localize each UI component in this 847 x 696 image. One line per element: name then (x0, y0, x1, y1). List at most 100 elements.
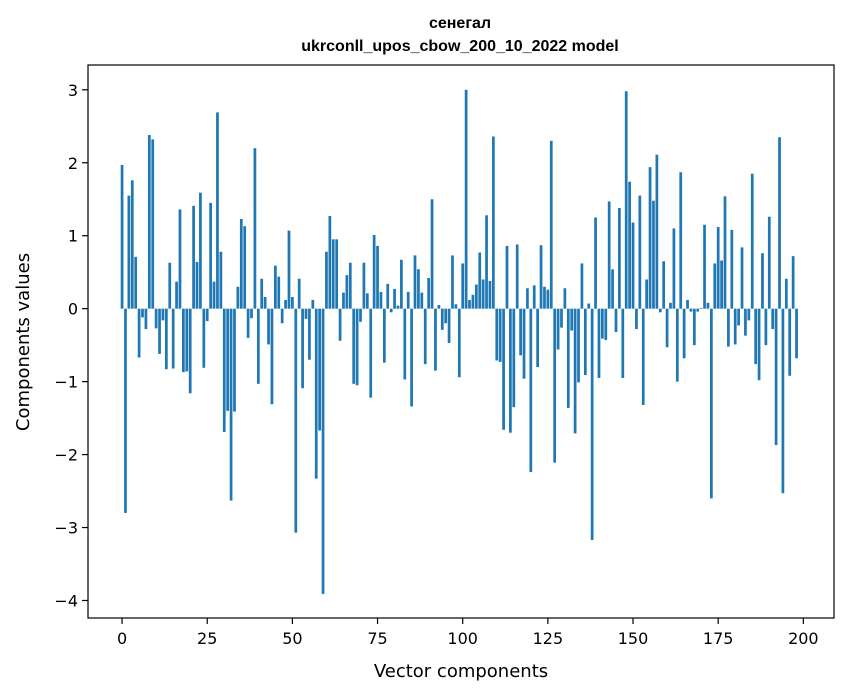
bar-103 (471, 294, 475, 309)
bar-94 (440, 308, 444, 330)
bar-3 (130, 180, 134, 309)
bar-180 (733, 308, 737, 345)
bar-145 (614, 308, 618, 333)
bar-9 (151, 139, 155, 309)
bar-144 (611, 269, 614, 309)
y-tick-label-3: 3 (68, 81, 78, 100)
bar-124 (543, 286, 546, 309)
bar-26 (209, 202, 212, 309)
bar-117 (519, 308, 522, 356)
bar-160 (665, 308, 669, 348)
bar-69 (355, 308, 359, 386)
bar-65 (342, 292, 345, 309)
bar-76 (379, 291, 383, 309)
bar-184 (747, 308, 751, 321)
bar-57 (314, 308, 318, 479)
bar-183 (744, 308, 747, 336)
bar-19 (185, 308, 189, 372)
bar-186 (754, 308, 758, 365)
bar-32 (229, 308, 233, 501)
bar-6 (141, 308, 144, 318)
bar-81 (396, 305, 400, 309)
bar-25 (205, 308, 209, 322)
bar-181 (737, 308, 740, 326)
bar-174 (713, 263, 717, 309)
y-tick-label-2: 2 (68, 154, 78, 173)
bar-193 (778, 137, 781, 309)
y-tick-label--2: −2 (54, 446, 78, 465)
bar-131 (566, 308, 570, 408)
bar-101 (464, 89, 468, 309)
y-tick-label-0: 0 (68, 300, 78, 319)
bar-34 (236, 286, 240, 309)
bar-173 (710, 308, 713, 499)
bar-13 (164, 308, 168, 370)
bar-38 (250, 308, 253, 319)
bar-188 (761, 253, 764, 309)
bar-71 (362, 262, 366, 309)
bar-126 (549, 140, 553, 309)
bar-100 (461, 263, 465, 309)
bar-196 (788, 308, 792, 376)
bar-197 (791, 256, 795, 309)
bar-190 (767, 216, 771, 309)
bar-47 (280, 308, 284, 324)
chart-subtitle: ukrconll_upos_cbow_200_10_2022 model (301, 38, 618, 55)
bar-142 (604, 308, 608, 341)
bar-30 (222, 308, 226, 432)
bar-114 (509, 308, 512, 433)
bar-63 (335, 239, 339, 309)
bar-88 (420, 292, 424, 309)
bar-130 (563, 288, 567, 309)
bar-111 (498, 308, 502, 362)
bar-157 (655, 154, 659, 309)
bar-161 (669, 302, 672, 309)
bar-23 (199, 192, 202, 309)
bar-143 (607, 201, 611, 309)
bar-125 (546, 289, 550, 309)
bar-172 (706, 302, 710, 309)
bar-29 (219, 251, 223, 309)
bar-133 (573, 308, 577, 434)
bar-51 (294, 308, 298, 533)
bar-55 (308, 308, 311, 360)
bar-33 (233, 308, 236, 412)
x-tick-label-100: 100 (447, 629, 478, 648)
bar-168 (692, 308, 696, 346)
bar-138 (590, 308, 594, 540)
bar-108 (488, 280, 492, 309)
bar-17 (178, 209, 182, 309)
bar-74 (372, 234, 376, 309)
bar-43 (267, 308, 270, 345)
bar-135 (580, 263, 584, 309)
bar-66 (345, 275, 349, 309)
bar-102 (468, 299, 471, 309)
bar-185 (750, 173, 754, 309)
bar-187 (757, 308, 761, 381)
bar-163 (675, 308, 679, 382)
bar-129 (560, 308, 563, 328)
x-axis-label: Vector components (374, 661, 548, 682)
bar-18 (182, 308, 185, 373)
bar-189 (764, 308, 768, 346)
bar-1 (124, 308, 127, 513)
bar-97 (451, 255, 454, 309)
bar-120 (529, 308, 533, 473)
bar-192 (774, 308, 778, 446)
bar-139 (594, 217, 597, 309)
bar-151 (635, 308, 638, 330)
bar-28 (216, 112, 219, 309)
bar-85 (410, 308, 413, 407)
bar-148 (624, 91, 628, 309)
bar-177 (723, 196, 727, 309)
bar-167 (689, 308, 693, 312)
bar-42 (263, 297, 267, 309)
bar-92 (434, 308, 437, 371)
bar-152 (638, 195, 642, 309)
bar-72 (365, 293, 369, 309)
bar-121 (532, 285, 536, 309)
bar-99 (457, 308, 461, 378)
bar-182 (740, 247, 744, 309)
bar-80 (393, 288, 396, 309)
